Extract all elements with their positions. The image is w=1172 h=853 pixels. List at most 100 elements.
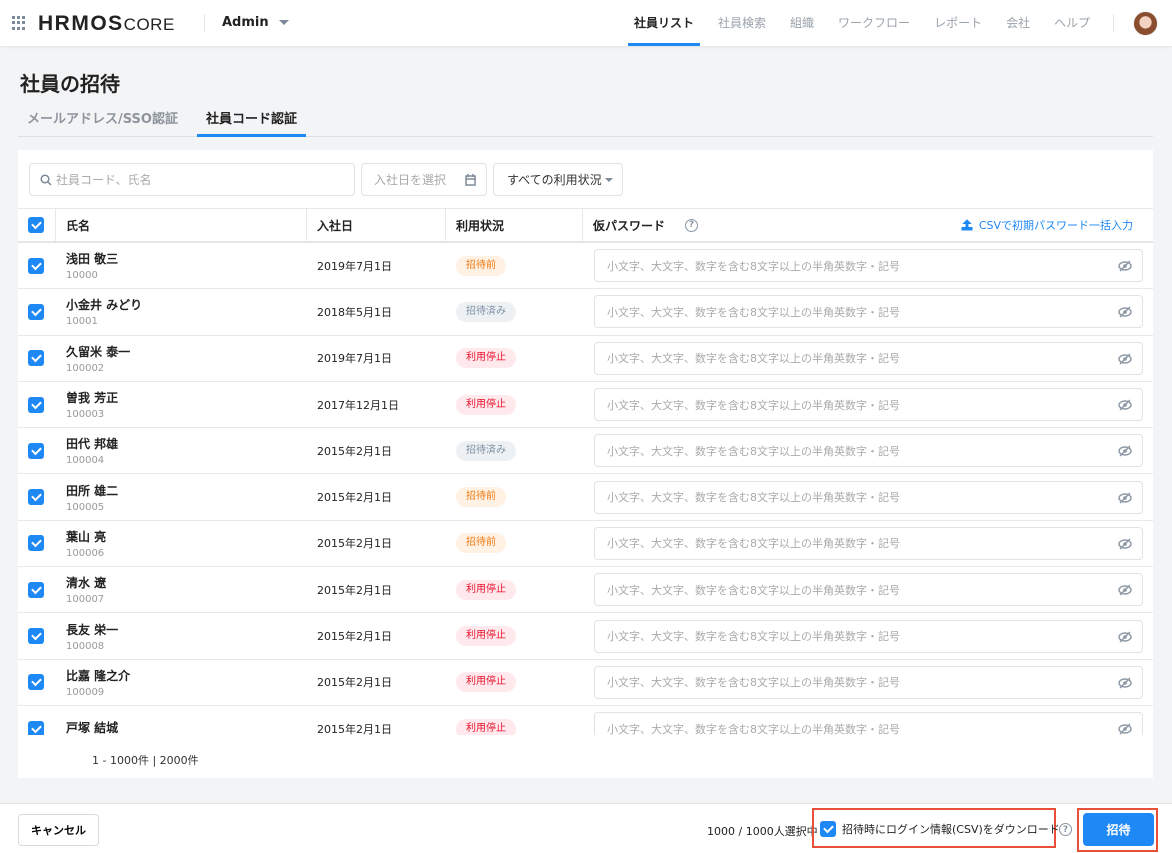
temp-password-input[interactable]: 小文字、大文字、数字を含む8文字以上の半角英数字・記号 xyxy=(594,573,1143,607)
eye-off-icon[interactable] xyxy=(1118,259,1132,273)
employee-name: 葉山 亮 xyxy=(66,529,107,544)
cancel-button[interactable]: キャンセル xyxy=(18,814,99,846)
employee-code: 10000 xyxy=(66,270,98,282)
download-csv-option[interactable]: 招待時にログイン情報(CSV)をダウンロード xyxy=(820,821,1060,837)
employee-name: 田所 雄二 xyxy=(66,483,119,498)
user-menu[interactable]: Admin xyxy=(222,15,289,30)
row-checkbox[interactable] xyxy=(28,257,44,274)
app-grid-icon[interactable] xyxy=(12,16,26,30)
nav-item[interactable]: ワークフロー xyxy=(838,16,911,30)
header-date[interactable]: 入社日 xyxy=(307,209,446,241)
name-cell: 田代 邦雄 100004 xyxy=(56,435,307,466)
hire-date: 2015年2月1日 xyxy=(317,444,392,458)
tab[interactable]: 社員コード認証 xyxy=(196,104,306,137)
eye-off-icon[interactable] xyxy=(1118,630,1132,644)
row-checkbox[interactable] xyxy=(28,674,44,691)
temp-password-input[interactable]: 小文字、大文字、数字を含む8文字以上の半角英数字・記号 xyxy=(594,619,1143,653)
name-cell: 清水 遼 100007 xyxy=(56,574,307,605)
eye-off-icon[interactable] xyxy=(1118,676,1132,690)
logo-suffix: CORE xyxy=(123,15,175,34)
password-placeholder: 小文字、大文字、数字を含む8文字以上の半角英数字・記号 xyxy=(607,259,900,273)
status-cell: 利用停止 xyxy=(446,394,583,415)
nav-item[interactable]: 会社 xyxy=(1006,16,1031,30)
hire-date: 2019年7月1日 xyxy=(317,259,392,273)
nav-item[interactable]: ヘルプ xyxy=(1054,16,1091,30)
header-name[interactable]: 氏名 xyxy=(56,209,307,241)
eye-off-icon[interactable] xyxy=(1118,537,1132,551)
row-checkbox[interactable] xyxy=(28,628,44,645)
row-checkbox[interactable] xyxy=(28,489,44,506)
invite-button[interactable]: 招待 xyxy=(1083,813,1154,846)
help-icon[interactable]: ? xyxy=(685,218,699,232)
status-filter-value: すべての利用状況 xyxy=(507,173,602,187)
temp-password-input[interactable]: 小文字、大文字、数字を含む8文字以上の半角英数字・記号 xyxy=(594,526,1143,560)
caret-down-icon xyxy=(278,20,289,25)
name-cell: 葉山 亮 100006 xyxy=(56,528,307,559)
employee-code: 100007 xyxy=(66,594,105,606)
tab[interactable]: メールアドレス/SSO認証 xyxy=(27,112,178,127)
help-icon[interactable]: ? xyxy=(1059,823,1072,836)
temp-password-input[interactable]: 小文字、大文字、数字を含む8文字以上の半角英数字・記号 xyxy=(594,249,1143,283)
table-row: 浅田 敬三 10000 2019年7月1日 招待前 小文字、大文字、数字を含む8文… xyxy=(18,243,1153,290)
hire-date: 2015年2月1日 xyxy=(317,537,392,551)
temp-password-input[interactable]: 小文字、大文字、数字を含む8文字以上の半角英数字・記号 xyxy=(594,712,1143,735)
download-csv-checkbox[interactable] xyxy=(820,821,836,837)
eye-off-icon[interactable] xyxy=(1118,583,1132,597)
search-icon xyxy=(40,173,52,186)
row-checkbox[interactable] xyxy=(28,442,44,459)
select-all-checkbox[interactable] xyxy=(28,217,44,233)
hire-date: 2018年5月1日 xyxy=(317,305,392,319)
status-filter-select[interactable]: すべての利用状況 xyxy=(493,163,623,196)
row-select-cell xyxy=(18,489,56,506)
temp-password-input[interactable]: 小文字、大文字、数字を含む8文字以上の半角英数字・記号 xyxy=(594,434,1143,468)
table-body[interactable]: 浅田 敬三 10000 2019年7月1日 招待前 小文字、大文字、数字を含む8文… xyxy=(18,243,1153,735)
row-checkbox[interactable] xyxy=(28,303,44,320)
logo[interactable]: HRMOSCORE xyxy=(38,12,175,36)
csv-upload-link[interactable]: CSVで初期パスワード一括入力 xyxy=(961,217,1133,233)
table-row: 葉山 亮 100006 2015年2月1日 招待前 小文字、大文字、数字を含む8文… xyxy=(18,521,1153,568)
hire-date: 2015年2月1日 xyxy=(317,583,392,597)
name-cell: 田所 雄二 100005 xyxy=(56,482,307,513)
eye-off-icon[interactable] xyxy=(1118,398,1132,412)
eye-off-icon[interactable] xyxy=(1118,491,1132,505)
row-checkbox[interactable] xyxy=(28,396,44,413)
status-cell: 招待済み xyxy=(446,301,583,322)
nav-item[interactable]: 社員リスト xyxy=(622,0,706,46)
temp-password-input[interactable]: 小文字、大文字、数字を含む8文字以上の半角英数字・記号 xyxy=(594,341,1143,375)
employee-name: 小金井 みどり xyxy=(66,298,143,313)
row-checkbox[interactable] xyxy=(28,581,44,598)
eye-off-icon[interactable] xyxy=(1118,305,1132,319)
row-checkbox[interactable] xyxy=(28,350,44,367)
nav-item[interactable]: レポート xyxy=(934,16,983,30)
temp-password-input[interactable]: 小文字、大文字、数字を含む8文字以上の半角英数字・記号 xyxy=(594,295,1143,329)
password-placeholder: 小文字、大文字、数字を含む8文字以上の半角英数字・記号 xyxy=(607,352,900,366)
hire-date: 2017年12月1日 xyxy=(317,398,399,412)
eye-off-icon[interactable] xyxy=(1118,352,1132,366)
table-row: 小金井 みどり 10001 2018年5月1日 招待済み 小文字、大文字、数字を含… xyxy=(18,289,1153,336)
search-placeholder: 社員コード、氏名 xyxy=(56,173,152,187)
temp-password-input[interactable]: 小文字、大文字、数字を含む8文字以上の半角英数字・記号 xyxy=(594,388,1143,422)
eye-off-icon[interactable] xyxy=(1118,722,1132,735)
avatar[interactable] xyxy=(1133,11,1158,36)
employee-name: 曽我 芳正 xyxy=(66,391,119,406)
status-badge: 招待前 xyxy=(456,487,506,508)
nav-item[interactable]: 社員検索 xyxy=(718,16,767,30)
temp-password-input[interactable]: 小文字、大文字、数字を含む8文字以上の半角英数字・記号 xyxy=(594,480,1143,514)
eye-off-icon[interactable] xyxy=(1118,444,1132,458)
status-cell: 利用停止 xyxy=(446,626,583,647)
name-cell: 長友 栄一 100008 xyxy=(56,621,307,652)
status-badge: 利用停止 xyxy=(456,626,516,647)
row-checkbox[interactable] xyxy=(28,535,44,552)
header-status[interactable]: 利用状況 xyxy=(446,209,583,241)
employee-name: 浅田 敬三 xyxy=(66,252,119,267)
temp-password-input[interactable]: 小文字、大文字、数字を含む8文字以上の半角英数字・記号 xyxy=(594,665,1143,699)
status-cell: 利用停止 xyxy=(446,672,583,693)
employee-name: 戸塚 結城 xyxy=(66,720,119,735)
row-checkbox[interactable] xyxy=(28,720,44,735)
date-picker[interactable]: 入社日を選択 xyxy=(361,163,487,196)
status-cell: 利用停止 xyxy=(446,579,583,600)
nav-item[interactable]: 組織 xyxy=(790,16,815,30)
password-placeholder: 小文字、大文字、数字を含む8文字以上の半角英数字・記号 xyxy=(607,491,900,505)
search-input[interactable]: 社員コード、氏名 xyxy=(29,163,355,196)
status-cell: 招待済み xyxy=(446,440,583,461)
